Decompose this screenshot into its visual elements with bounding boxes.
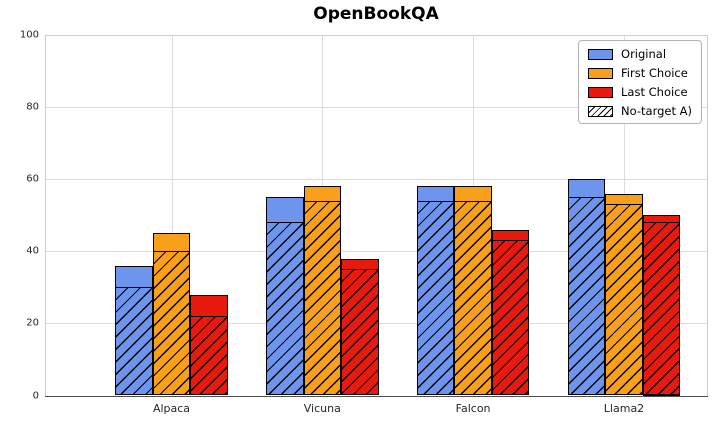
y-tick-label: 0 (32, 390, 39, 401)
legend-label: First Choice (621, 66, 688, 80)
bar-no-target-overlay-last-choice-falcon (491, 240, 530, 396)
legend-item: Original (588, 47, 692, 61)
bar-no-target-overlay-original-falcon (416, 200, 455, 396)
y-tick-label: 80 (26, 101, 39, 113)
y-tick-label: 20 (26, 317, 39, 329)
legend-item: First Choice (588, 66, 692, 80)
bar-no-target-overlay-last-choice-llama2 (642, 222, 681, 396)
legend-label: Last Choice (621, 85, 688, 99)
y-tick-label: 40 (26, 245, 39, 257)
x-tick-label-falcon: Falcon (455, 401, 491, 415)
y-tick-label: 60 (26, 173, 39, 185)
h-gridline (45, 251, 707, 253)
legend-label: Original (621, 47, 667, 61)
legend-item: Last Choice (588, 85, 692, 99)
bar-no-target-overlay-first-choice-alpaca (152, 251, 191, 396)
bar-no-target-overlay-last-choice-alpaca (190, 316, 228, 396)
bar-no-target-overlay-first-choice-llama2 (605, 204, 643, 396)
right-axis-spine (707, 35, 708, 396)
bar-no-target-overlay-first-choice-vicuna (303, 200, 342, 396)
legend-item: No-target A) (588, 104, 692, 118)
x-tick-label-alpaca: Alpaca (152, 401, 191, 415)
legend-swatch-original (588, 48, 614, 60)
legend-label: No-target A) (621, 104, 692, 118)
legend: Original First Choice Last Choice No-target… (578, 40, 702, 124)
h-gridline (45, 107, 707, 109)
y-tick-label: 100 (19, 29, 39, 41)
bottom-axis-spine (45, 395, 708, 397)
top-axis-spine (45, 35, 707, 36)
legend-swatch-first-choice (588, 67, 614, 79)
legend-swatch-no-target-a- (588, 105, 614, 117)
bar-no-target-overlay-original-vicuna (266, 222, 304, 396)
h-gridline (45, 179, 707, 181)
legend-swatch-last-choice (588, 86, 614, 98)
x-tick-label-vicuna: Vicuna (303, 401, 341, 415)
chart-title: OpenBookQA (313, 4, 439, 24)
bar-no-target-overlay-last-choice-vicuna (341, 269, 379, 396)
left-axis-spine (45, 35, 46, 396)
x-tick-label-llama2: Llama2 (603, 401, 645, 415)
bar-no-target-overlay-original-alpaca (115, 287, 153, 396)
bar-no-target-overlay-first-choice-falcon (454, 200, 492, 396)
v-gridline (171, 35, 173, 396)
bar-no-target-overlay-original-llama2 (567, 197, 606, 396)
